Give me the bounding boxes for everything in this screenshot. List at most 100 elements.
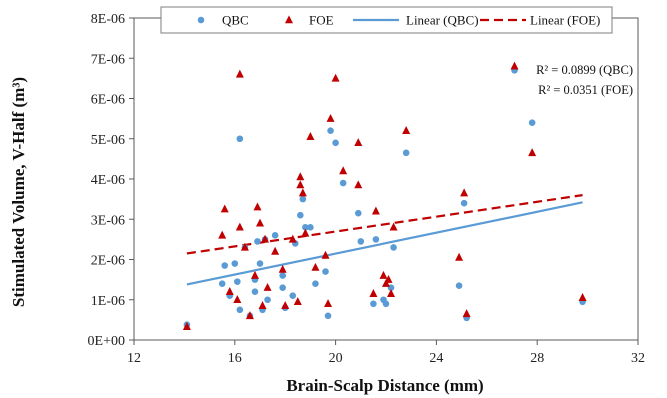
r-squared-annotations: R² = 0.0899 (QBC) R² = 0.0351 (FOE)	[536, 63, 633, 97]
y-tick-label: 1E-06	[91, 294, 125, 309]
qbc-point	[382, 300, 390, 308]
foe-point	[306, 132, 315, 140]
foe-point	[233, 295, 242, 303]
y-tick-label: 0E+00	[88, 334, 125, 349]
foe-point	[235, 69, 244, 78]
foe-point	[455, 252, 464, 261]
foe-point	[245, 311, 254, 320]
foe-point	[225, 287, 234, 295]
y-tick-label: 3E-06	[91, 213, 125, 228]
foe-point	[402, 126, 411, 134]
foe-point	[382, 278, 390, 287]
qbc-point	[271, 232, 279, 239]
foe-point	[460, 188, 469, 197]
qbc-point	[231, 260, 239, 267]
foe-point	[218, 230, 227, 239]
foe-point	[331, 73, 340, 82]
r-squared-label: R² = 0.0899 (QBC)	[536, 63, 633, 77]
qbc-point	[254, 238, 261, 245]
x-tick-label: 12	[127, 351, 141, 366]
foe-point	[379, 270, 388, 279]
trendline-qbc	[186, 201, 583, 286]
foe-point	[324, 299, 333, 308]
x-tick-label: 24	[429, 351, 443, 366]
qbc-point	[339, 179, 347, 187]
qbc-point	[297, 211, 304, 219]
y-axis-ticks: 0E+00 1E-06 2E-06 3E-06 4E-06 5E-06 6E-06 7E-06…	[88, 12, 134, 349]
qbc-point	[289, 292, 297, 300]
foe-point	[278, 264, 287, 273]
foe-point	[298, 188, 307, 197]
qbc-point	[528, 119, 536, 126]
qbc-point	[279, 272, 286, 279]
foe-point	[281, 301, 290, 310]
qbc-point	[302, 224, 309, 231]
y-tick-label: 6E-06	[91, 93, 125, 108]
foe-point	[462, 309, 471, 318]
foe-point	[369, 289, 378, 297]
foe-point	[528, 148, 537, 157]
legend-marker-foe	[285, 15, 293, 24]
x-tick-label: 28	[530, 351, 544, 366]
foe-point	[354, 180, 363, 189]
qbc-point	[264, 296, 271, 304]
legend-marker-qbc	[197, 16, 205, 24]
legend-label: QBC	[222, 13, 249, 28]
foe-point	[182, 322, 191, 330]
x-tick-label: 32	[631, 351, 645, 366]
trendline-foe	[186, 194, 583, 255]
legend: QBC FOE Linear (QBC) Linear (FOE)	[160, 6, 613, 34]
foe-point	[250, 270, 259, 279]
foe-point	[293, 297, 302, 306]
qbc-point	[236, 135, 244, 143]
legend-label: Linear (FOE)	[530, 13, 600, 28]
foe-point	[271, 246, 280, 255]
foe-point	[235, 222, 244, 231]
y-tick-label: 2E-06	[91, 254, 125, 269]
qbc-point	[455, 282, 463, 289]
legend-label: FOE	[309, 13, 334, 28]
qbc-point	[390, 244, 397, 251]
qbc-point	[218, 280, 226, 287]
foe-point	[510, 61, 519, 70]
foe-point	[371, 206, 380, 215]
qbc-point	[312, 280, 319, 287]
foe-point	[354, 138, 363, 147]
foe-point	[261, 234, 270, 243]
qbc-point	[460, 199, 468, 207]
y-tick-label: 7E-06	[91, 52, 125, 67]
foe-point	[263, 282, 272, 291]
foe-point	[578, 293, 587, 301]
y-tick-label: 5E-06	[91, 133, 125, 148]
qbc-point	[324, 312, 332, 320]
foe-point	[311, 262, 320, 271]
foe-point	[389, 222, 398, 231]
foe-point	[220, 204, 229, 213]
qbc-point	[221, 262, 229, 269]
foe-point	[240, 242, 249, 251]
qbc-point	[327, 127, 334, 134]
qbc-point	[279, 284, 286, 291]
qbc-point	[322, 268, 329, 275]
foe-point	[387, 289, 396, 297]
foe-point	[296, 180, 305, 189]
qbc-point	[236, 306, 244, 314]
foe-point	[288, 234, 297, 243]
qbc-point	[370, 300, 377, 308]
foe-point	[256, 218, 264, 227]
trendlines	[186, 194, 583, 286]
foe-point	[258, 301, 267, 310]
qbc-point	[372, 236, 380, 243]
y-tick-label: 4E-06	[91, 173, 125, 188]
x-tick-label: 20	[329, 351, 343, 366]
qbc-point	[256, 260, 264, 267]
r-squared-label: R² = 0.0351 (FOE)	[538, 83, 633, 97]
x-axis-title: Brain-Scalp Distance (mm)	[286, 376, 483, 395]
qbc-point	[234, 278, 241, 285]
x-tick-label: 16	[228, 351, 242, 366]
qbc-point	[354, 209, 362, 217]
qbc-point	[307, 224, 314, 231]
foe-point	[384, 274, 393, 283]
foe-point	[296, 172, 305, 181]
